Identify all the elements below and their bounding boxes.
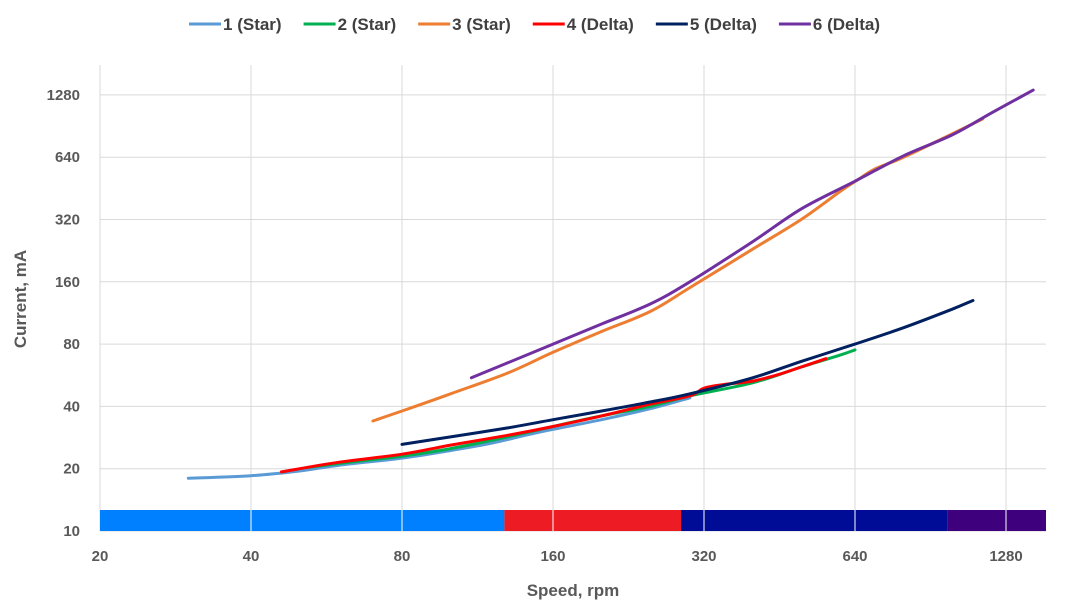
legend: 1 (Star) 2 (Star) 3 (Star) 4 (Delta) 5 (Delt… [189,15,880,34]
legend-label: 1 (Star) [223,15,282,34]
x-tick-label: 320 [691,548,716,565]
series-line-6 [469,88,1035,380]
legend-label: 2 (Star) [338,15,397,34]
y-tick-label: 160 [55,274,80,291]
speed-band [100,510,505,531]
y-tick-label: 640 [55,149,80,166]
series-line-4 [279,357,828,474]
speed-band [947,510,1046,531]
speed-band [681,510,948,531]
legend-label: 5 (Delta) [690,15,757,34]
x-gridlines-over-bands [250,510,1007,531]
y-tick-labels: 10 20 40 80 160 320 640 1280 [47,87,80,540]
x-tick-label: 640 [842,548,867,565]
y-axis-title: Current, mA [11,250,30,348]
y-gridlines [100,94,1046,532]
x-tick-label: 20 [92,548,109,565]
legend-label: 4 (Delta) [567,15,634,34]
legend-label: 6 (Delta) [813,15,880,34]
y-tick-label: 10 [63,523,80,540]
series-line-2 [306,348,857,469]
y-tick-label: 80 [63,336,80,353]
speed-band [504,510,682,531]
y-tick-label: 40 [63,398,80,415]
y-tick-label: 320 [55,212,80,229]
x-gridlines [99,65,1007,531]
y-tick-label: 20 [63,461,80,478]
series-line-5 [400,299,975,446]
x-tick-label: 40 [243,548,260,565]
x-tick-label: 1280 [989,548,1022,565]
legend-label: 3 (Star) [452,15,511,34]
x-tick-labels: 20 40 80 160 320 640 1280 [92,548,1023,565]
x-tick-label: 160 [540,548,565,565]
x-tick-label: 80 [394,548,411,565]
series-lines [186,88,1035,480]
x-axis-title: Speed, rpm [527,581,620,600]
y-tick-label: 1280 [47,87,80,104]
series-line-3 [371,117,985,423]
speed-bands [100,510,1046,531]
